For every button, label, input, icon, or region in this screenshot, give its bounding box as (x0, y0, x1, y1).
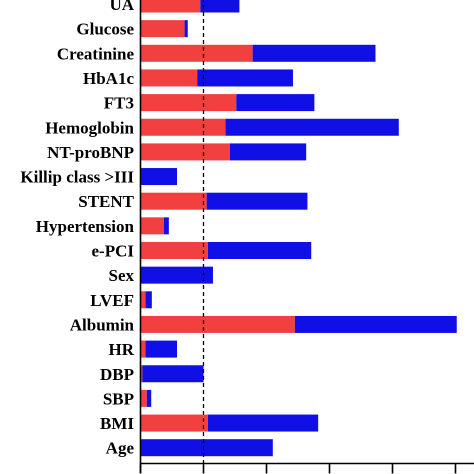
bar-blue-age (140, 439, 273, 457)
category-label-ft3: FT3 (104, 94, 134, 113)
category-label-stent: STENT (78, 192, 134, 211)
category-label-e-pci: e-PCI (92, 242, 135, 261)
bar-blue-e-pci (207, 242, 312, 259)
bar-blue-stent (206, 192, 308, 210)
bar-blue-ft3 (236, 94, 315, 112)
category-label-ua: UA (109, 0, 134, 14)
category-label-hr: HR (109, 340, 135, 359)
bar-blue-ua (200, 0, 240, 13)
bar-red-glucose (140, 20, 185, 38)
bar-blue-hemoglobin (225, 118, 399, 136)
category-label-lvef: LVEF (90, 291, 134, 310)
bar-red-hemoglobin (140, 118, 226, 136)
bar-blue-dbp (142, 365, 204, 383)
category-label-hypertension: Hypertension (36, 217, 135, 236)
category-label-hba1c: HbA1c (83, 69, 134, 88)
category-label-dbp: DBP (100, 365, 134, 384)
bar-blue-lvef (145, 291, 152, 309)
bar-red-hypertension (140, 217, 164, 235)
category-label-sbp: SBP (103, 389, 134, 408)
bar-blue-killip-class-iii (140, 168, 178, 186)
bar-red-hba1c (140, 69, 198, 87)
bar-red-ft3 (140, 94, 237, 112)
bar-red-bmi (140, 414, 208, 432)
category-label-hemoglobin: Hemoglobin (45, 118, 134, 137)
bar-red-creatinine (140, 44, 253, 62)
bar-red-lvef (140, 291, 146, 309)
bar-blue-hba1c (197, 69, 293, 87)
bar-blue-hypertension (163, 217, 169, 235)
bar-blue-sex (140, 266, 213, 284)
category-label-age: Age (106, 439, 135, 458)
bar-red-ua (140, 0, 201, 13)
bar-red-hr (140, 340, 146, 358)
bar-red-stent (140, 192, 207, 210)
bar-red-sbp (140, 389, 147, 407)
bar-blue-hr (145, 340, 178, 358)
category-label-killip-class-iii: Killip class >III (20, 168, 134, 187)
bar-blue-bmi (207, 414, 319, 432)
category-label-creatinine: Creatinine (57, 44, 135, 63)
bar-red-dbp (140, 365, 143, 383)
category-label-albumin: Albumin (70, 315, 135, 334)
bar-blue-nt-probnp (229, 143, 307, 161)
bar-blue-creatinine (252, 44, 376, 62)
category-label-nt-probnp: NT-proBNP (47, 143, 134, 162)
category-label-sex: Sex (109, 266, 135, 285)
bar-red-albumin (140, 315, 295, 333)
category-label-glucose: Glucose (76, 20, 134, 39)
bar-blue-glucose (184, 20, 188, 38)
bar-red-e-pci (140, 242, 208, 259)
category-label-bmi: BMI (100, 414, 134, 433)
bar-red-nt-probnp (140, 143, 230, 161)
bar-blue-albumin (294, 315, 457, 333)
bar-blue-sbp (146, 389, 152, 407)
